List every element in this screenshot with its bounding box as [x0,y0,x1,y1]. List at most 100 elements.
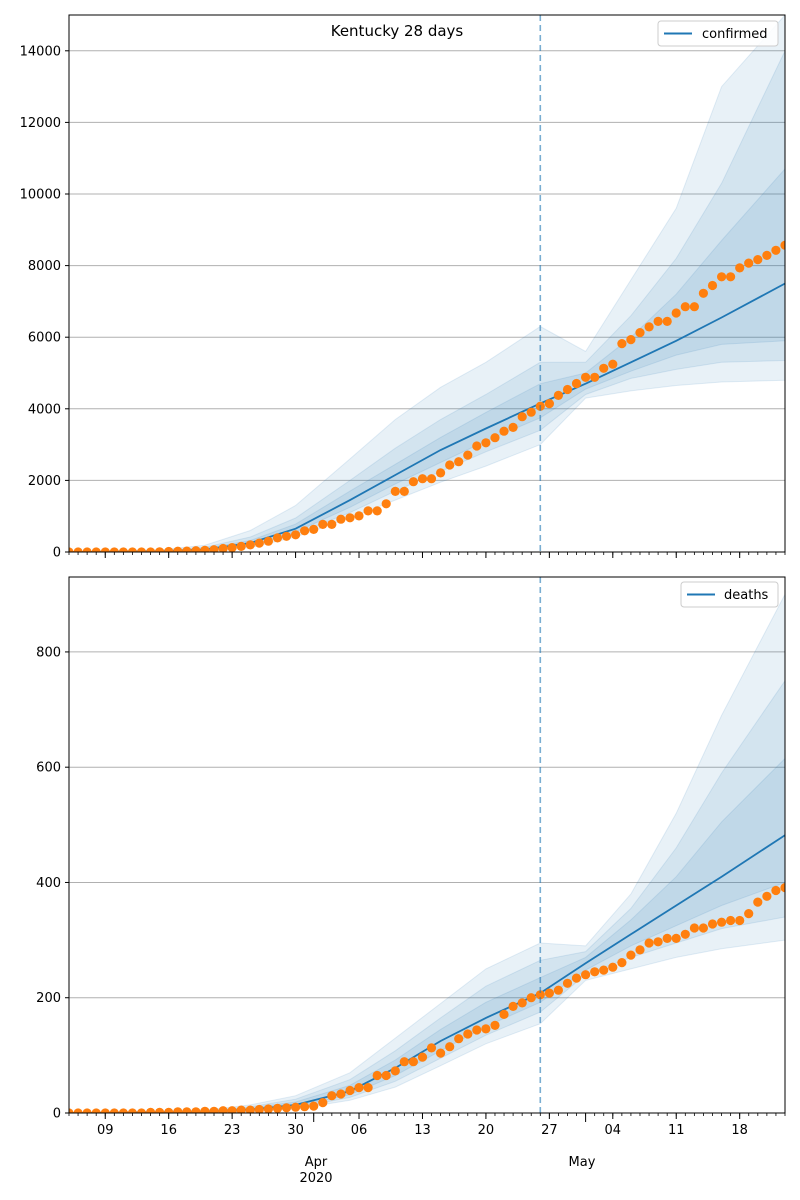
confirmed-observed-point [300,526,310,536]
deaths-confidence-band-2 [69,757,785,1113]
confirmed-observed-point [499,426,509,436]
deaths-observed-point [599,965,609,975]
deaths-observed-point [155,1107,165,1113]
deaths-observed-point [200,1106,210,1113]
deaths-observed-point [291,1102,301,1112]
confirmed-observed-point [372,506,382,516]
deaths-observed-point [399,1057,409,1067]
x-day-tick-label: 13 [414,1123,431,1138]
deaths-observed-point [182,1107,192,1113]
deaths-observed-point [372,1070,382,1081]
confirmed-observed-point [717,272,727,282]
deaths-ytick-label: 600 [36,761,61,776]
deaths-series-group [69,594,785,1113]
confirmed-observed-point [644,322,654,332]
deaths-observed-point [744,909,754,919]
confirmed-observed-point [689,302,700,312]
confirmed-legend-label: confirmed [702,27,768,42]
deaths-observed-point [590,967,600,977]
confirmed-observed-point [263,536,273,546]
deaths-chart-panel: 0 200 400 600 800 09 16 23 30 06 13 20 27 04 11 18 deat… [36,576,786,1138]
deaths-observed-point [309,1101,319,1111]
deaths-observed-point [100,1108,110,1113]
deaths-observed-point [508,1001,518,1012]
confirmed-observed-point [227,543,237,552]
deaths-observed-point [209,1106,219,1113]
confirmed-observed-point [381,499,391,509]
confirmed-observed-point [82,547,92,552]
deaths-observed-point [345,1085,355,1096]
deaths-observed-point [426,1043,437,1053]
deaths-legend-box [680,581,779,608]
confirmed-ytick-label: 2000 [28,474,61,489]
deaths-observed-point [73,1108,83,1113]
confirmed-observed-point [191,546,201,552]
confirmed-ytick-label: 4000 [28,402,61,417]
deaths-observed-point [490,1020,500,1030]
confirmed-observed-point [508,422,518,432]
x-day-tick-label: 06 [351,1123,368,1138]
deaths-confidence-band-0 [69,594,785,1113]
x-day-tick-label: 20 [478,1123,495,1138]
confirmed-observed-point [726,272,736,282]
confirmed-observed-point [780,240,785,250]
confirmed-observed-point [744,258,754,268]
deaths-observed-point [635,945,645,955]
confirmed-chart-panel: 0 2000 4000 6000 8000 10000 12000 14000 Kentuck… [20,14,786,561]
confirmed-observed-point [762,250,772,260]
deaths-observed-point [327,1091,337,1101]
confirmed-observed-point [635,328,645,338]
deaths-observed-point [717,917,727,927]
deaths-legend-label: deaths [724,588,769,603]
confirmed-observed-point [662,316,672,326]
deaths-ytick-label: 0 [53,1107,61,1122]
confirmed-observed-point [526,407,536,417]
confirmed-observed-point [735,263,745,273]
confirmed-observed-point [182,546,192,552]
deaths-observed-point [707,919,718,929]
confirmed-observed-point [454,457,464,467]
confirmed-observed-point [553,390,564,400]
deaths-observed-point [408,1057,418,1067]
deaths-observed-point [118,1108,128,1113]
confirmed-ytick-label: 0 [53,546,61,561]
confirmed-observed-point [517,412,527,422]
x-day-tick-label: 16 [160,1123,177,1138]
confirmed-observed-point [318,519,328,530]
confirmed-observed-point [617,339,627,349]
deaths-observed-point [173,1107,183,1113]
confirmed-observed-point [354,511,364,521]
confirmed-observed-point [698,288,709,298]
confirmed-observed-point [218,543,228,552]
confirmed-observed-point [118,547,128,552]
deaths-observed-point [191,1107,201,1113]
confirmed-observed-point [608,359,618,369]
confirmed-observed-point [164,546,174,552]
confirmed-observed-point [599,363,609,373]
deaths-observed-point [698,923,709,933]
confirmed-observed-point [626,335,636,345]
confirmed-observed-point [173,546,183,552]
confirmed-observed-point [146,547,156,552]
deaths-observed-point [671,933,681,944]
chart-title: Kentucky 28 days [331,22,464,40]
deaths-observed-point [109,1108,119,1113]
confirmed-legend-box [657,20,779,47]
deaths-observed-point [689,923,700,933]
deaths-observed-point [82,1108,92,1113]
deaths-observed-point [381,1070,391,1081]
deaths-observed-point [626,950,636,960]
confirmed-observed-point [753,255,763,265]
confirmed-observed-point [544,399,555,409]
deaths-observed-point [454,1034,464,1044]
deaths-observed-point [680,929,690,939]
confirmed-series-group [69,15,785,552]
confirmed-observed-point [399,486,409,496]
confirmed-ytick-label: 12000 [20,116,61,131]
deaths-ytick-label: 200 [36,991,61,1006]
deaths-ytick-label: 400 [36,876,61,891]
deaths-observed-point [562,978,573,988]
deaths-observed-point [771,885,781,896]
confirmed-observed-point [109,547,119,552]
confirmed-observed-point [127,547,137,552]
